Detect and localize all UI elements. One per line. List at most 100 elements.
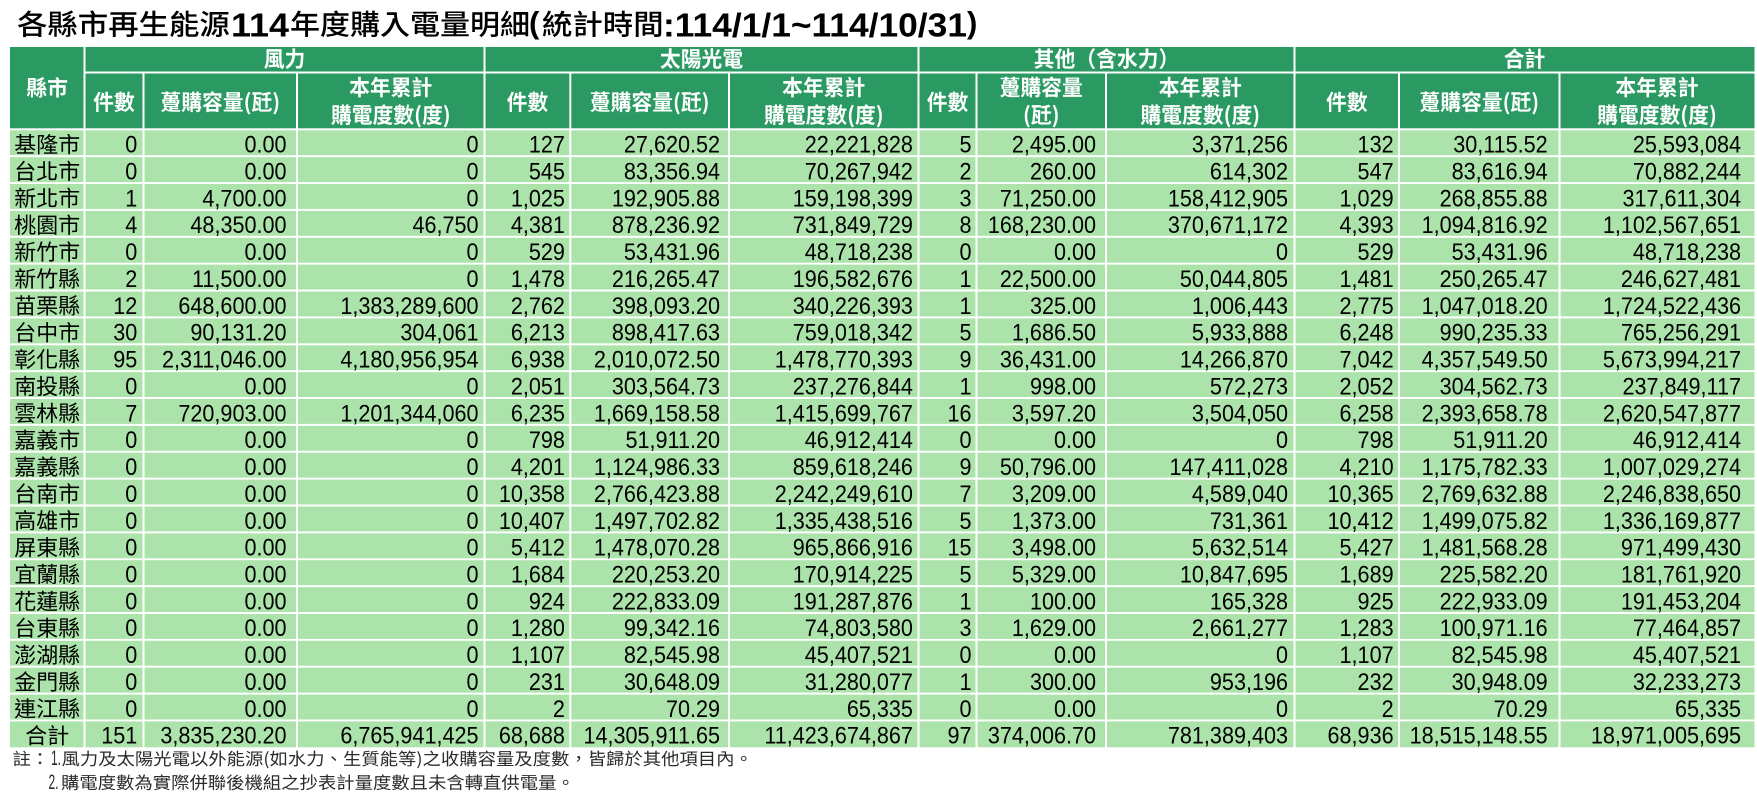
svg-text:3: 3 bbox=[959, 184, 971, 211]
svg-text:90,131.20: 90,131.20 bbox=[190, 319, 286, 346]
svg-text:132: 132 bbox=[1358, 131, 1394, 158]
svg-text:11,423,674,867: 11,423,674,867 bbox=[764, 722, 913, 749]
svg-text:181,761,920: 181,761,920 bbox=[1621, 560, 1741, 587]
svg-text:222,833.09: 222,833.09 bbox=[612, 587, 720, 614]
svg-text:2,661,277: 2,661,277 bbox=[1192, 614, 1288, 641]
svg-text:1,478: 1,478 bbox=[511, 265, 565, 292]
svg-text:370,671,172: 370,671,172 bbox=[1168, 211, 1288, 238]
svg-text:859,618,246: 859,618,246 bbox=[793, 453, 913, 480]
svg-text:4,201: 4,201 bbox=[511, 453, 565, 480]
svg-text:168,230.00: 168,230.00 bbox=[988, 211, 1096, 238]
svg-text:0.00: 0.00 bbox=[244, 587, 286, 614]
svg-text:100,971.16: 100,971.16 bbox=[1440, 614, 1548, 641]
svg-text:3,835,230.20: 3,835,230.20 bbox=[160, 722, 286, 749]
svg-text:374,006.70: 374,006.70 bbox=[988, 722, 1096, 749]
svg-text:71,250.00: 71,250.00 bbox=[1000, 184, 1096, 211]
svg-text:6,258: 6,258 bbox=[1340, 399, 1394, 426]
svg-text:0.00: 0.00 bbox=[244, 695, 286, 722]
svg-text:8: 8 bbox=[959, 211, 971, 238]
svg-text:0: 0 bbox=[125, 238, 137, 265]
svg-text:0: 0 bbox=[466, 614, 478, 641]
svg-text:260.00: 260.00 bbox=[1030, 157, 1096, 184]
svg-text:1,336,169,877: 1,336,169,877 bbox=[1603, 507, 1741, 534]
svg-text:): ) bbox=[967, 5, 977, 40]
svg-text:2,010,072.50: 2,010,072.50 bbox=[594, 345, 720, 372]
svg-text:648,600.00: 648,600.00 bbox=[178, 292, 286, 319]
svg-text:14,305,911.65: 14,305,911.65 bbox=[583, 722, 720, 749]
svg-text:45,407,521: 45,407,521 bbox=[1633, 641, 1741, 668]
svg-text:2,775: 2,775 bbox=[1340, 292, 1394, 319]
svg-text:0: 0 bbox=[1276, 426, 1288, 453]
svg-text:0: 0 bbox=[466, 534, 478, 561]
svg-text:170,914,225: 170,914,225 bbox=[793, 560, 913, 587]
svg-text:158,412,905: 158,412,905 bbox=[1168, 184, 1288, 211]
svg-text:0: 0 bbox=[1276, 641, 1288, 668]
svg-text:3,209.00: 3,209.00 bbox=[1012, 480, 1096, 507]
svg-text:2,052: 2,052 bbox=[1340, 372, 1394, 399]
svg-text:0: 0 bbox=[125, 157, 137, 184]
svg-text:1,007,029,274: 1,007,029,274 bbox=[1603, 453, 1741, 480]
svg-text:0: 0 bbox=[959, 238, 971, 265]
svg-text:7: 7 bbox=[125, 399, 137, 426]
svg-text:4: 4 bbox=[125, 211, 137, 238]
svg-text:0.00: 0.00 bbox=[1054, 695, 1096, 722]
svg-text:237,276,844: 237,276,844 bbox=[793, 372, 913, 399]
svg-text:22,221,828: 22,221,828 bbox=[805, 131, 913, 158]
svg-text:3,498.00: 3,498.00 bbox=[1012, 534, 1096, 561]
svg-text:127: 127 bbox=[529, 131, 565, 158]
svg-text:5,673,994,217: 5,673,994,217 bbox=[1603, 345, 1741, 372]
svg-text:5: 5 bbox=[959, 507, 971, 534]
svg-text:1,724,522,436: 1,724,522,436 bbox=[1603, 292, 1741, 319]
svg-text:30,948.09: 30,948.09 bbox=[1452, 668, 1548, 695]
svg-text:2,393,658.78: 2,393,658.78 bbox=[1422, 399, 1548, 426]
svg-text:2,242,249,610: 2,242,249,610 bbox=[775, 480, 913, 507]
svg-text:614,302: 614,302 bbox=[1210, 157, 1288, 184]
svg-text:0: 0 bbox=[466, 157, 478, 184]
svg-text:303,564.73: 303,564.73 bbox=[612, 372, 720, 399]
svg-text:1,047,018.20: 1,047,018.20 bbox=[1422, 292, 1548, 319]
svg-text:0.00: 0.00 bbox=[1054, 426, 1096, 453]
svg-text:25,593,084: 25,593,084 bbox=[1633, 131, 1741, 158]
svg-text:27,620.52: 27,620.52 bbox=[624, 131, 720, 158]
svg-text:30: 30 bbox=[113, 319, 137, 346]
svg-text:0: 0 bbox=[125, 426, 137, 453]
svg-text:82,545.98: 82,545.98 bbox=[1452, 641, 1548, 668]
svg-text:5: 5 bbox=[959, 560, 971, 587]
svg-text:6,248: 6,248 bbox=[1340, 319, 1394, 346]
svg-text:2: 2 bbox=[1382, 695, 1394, 722]
svg-text:68,936: 68,936 bbox=[1328, 722, 1394, 749]
svg-text:1,283: 1,283 bbox=[1340, 614, 1394, 641]
svg-text:1,107: 1,107 bbox=[511, 641, 565, 668]
svg-text:2,246,838,650: 2,246,838,650 bbox=[1603, 480, 1741, 507]
svg-text:82,545.98: 82,545.98 bbox=[624, 641, 720, 668]
svg-text:1,478,070.28: 1,478,070.28 bbox=[594, 534, 720, 561]
svg-text:4,700.00: 4,700.00 bbox=[202, 184, 286, 211]
svg-text:246,627,481: 246,627,481 bbox=[1621, 265, 1741, 292]
svg-text:765,256,291: 765,256,291 bbox=[1621, 319, 1741, 346]
svg-text:70,267,942: 70,267,942 bbox=[805, 157, 913, 184]
svg-text:1,481,568.28: 1,481,568.28 bbox=[1422, 534, 1548, 561]
svg-text:3,371,256: 3,371,256 bbox=[1192, 131, 1288, 158]
svg-text:18,971,005,695: 18,971,005,695 bbox=[1591, 722, 1741, 749]
svg-text:1,684: 1,684 bbox=[511, 560, 565, 587]
svg-text:325.00: 325.00 bbox=[1030, 292, 1096, 319]
svg-text:22,500.00: 22,500.00 bbox=[1000, 265, 1096, 292]
svg-text:31,280,077: 31,280,077 bbox=[805, 668, 913, 695]
svg-text:4,589,040: 4,589,040 bbox=[1192, 480, 1288, 507]
svg-text:51,911.20: 51,911.20 bbox=[1453, 426, 1547, 453]
svg-text:924: 924 bbox=[529, 587, 565, 614]
svg-text:0: 0 bbox=[1276, 695, 1288, 722]
svg-text:46,912,414: 46,912,414 bbox=[1633, 426, 1741, 453]
svg-text:0: 0 bbox=[466, 426, 478, 453]
svg-text:1,107: 1,107 bbox=[1340, 641, 1394, 668]
svg-text:225,582.20: 225,582.20 bbox=[1440, 560, 1548, 587]
svg-text:0: 0 bbox=[466, 587, 478, 614]
svg-text:77,464,857: 77,464,857 bbox=[1633, 614, 1741, 641]
svg-text:0: 0 bbox=[125, 641, 137, 668]
svg-text:0: 0 bbox=[125, 695, 137, 722]
svg-text:147,411,028: 147,411,028 bbox=[1169, 453, 1288, 480]
svg-text:2,051: 2,051 bbox=[511, 372, 565, 399]
svg-text:1,280: 1,280 bbox=[511, 614, 565, 641]
svg-text:971,499,430: 971,499,430 bbox=[1621, 534, 1741, 561]
svg-text:0: 0 bbox=[125, 668, 137, 695]
